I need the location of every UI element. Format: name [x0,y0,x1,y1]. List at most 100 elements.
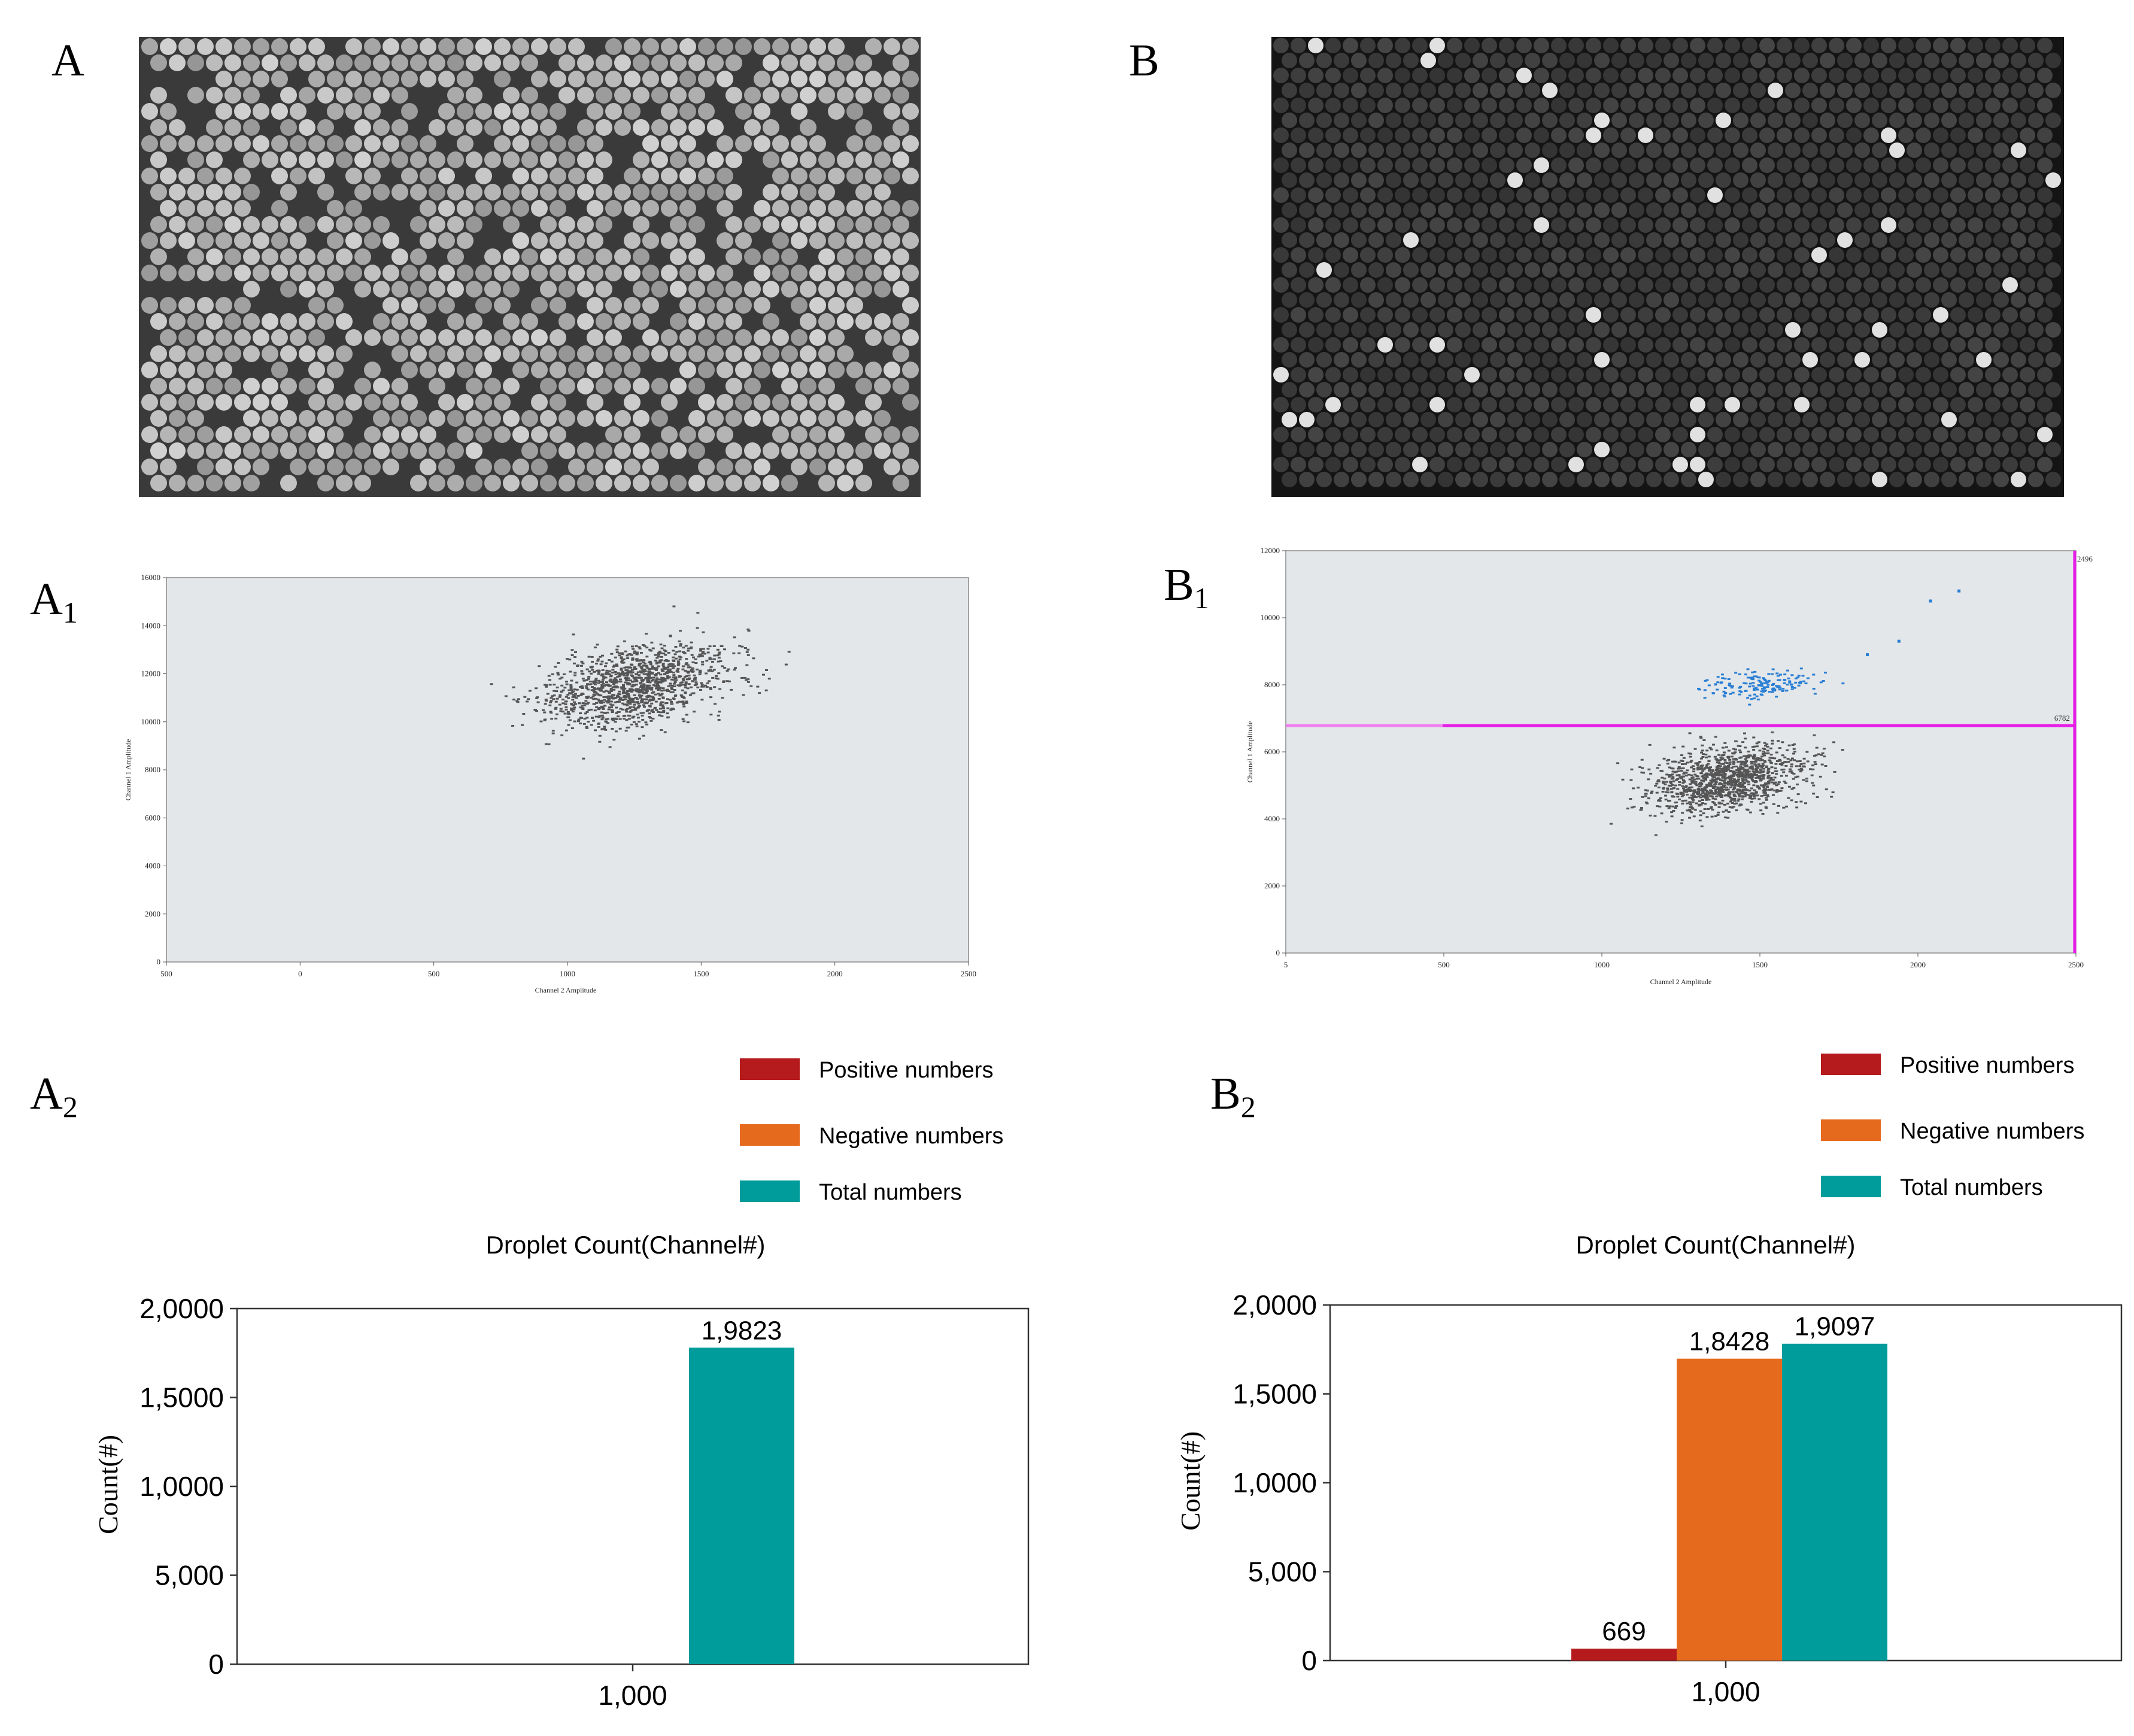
scatter-point [635,725,639,727]
droplet [1525,322,1540,338]
scatter-point [615,706,618,709]
scatter-point [1777,781,1781,784]
scatter-point [1770,673,1774,675]
droplet [754,329,770,346]
droplet [791,103,808,120]
scatter-point [612,688,616,691]
droplet [1525,352,1540,368]
droplet [1672,277,1688,293]
droplet [642,329,659,346]
droplet [1447,427,1462,442]
scatter-point [655,685,659,688]
droplet [1377,307,1393,323]
droplet [224,248,241,265]
scatter-point [1728,682,1732,685]
scatter-point [1638,766,1642,769]
scatter-point [668,670,672,672]
scatter-point [1689,755,1692,758]
droplet [187,345,204,362]
scatter-point [743,676,747,679]
droplet [614,119,631,136]
scatter-point [1737,775,1740,777]
droplet [391,151,408,168]
droplet [317,216,334,233]
droplet [512,232,529,249]
scatter-point [740,645,744,648]
droplet [1811,217,1827,233]
droplet [503,378,520,394]
scatter-point [1738,693,1741,696]
scatter-point [675,651,679,653]
droplet [1395,427,1410,442]
scatter-point [1754,773,1758,776]
droplet [1455,83,1471,98]
droplet [1577,53,1592,68]
scatter-point [1685,793,1689,796]
scatter-point [681,678,685,680]
droplet [234,459,251,475]
scatter-point [684,669,687,672]
positive-droplet [1568,457,1584,472]
droplet [1959,412,1974,427]
droplet [698,297,715,314]
droplet [1707,397,1723,412]
scatter-point [684,692,687,694]
scatter-point [544,703,547,705]
scatter-point [1739,781,1743,784]
scatter-point [596,644,599,646]
scatter-point [1705,796,1709,799]
droplet [1698,322,1714,338]
scatter-point [626,657,630,660]
scatter-point [676,670,680,673]
scatter-point [1695,778,1699,780]
droplet [1733,232,1749,248]
scatter-point [588,670,591,673]
scatter-point [636,698,639,700]
scatter-point [556,672,560,674]
droplet [735,232,752,249]
scatter-point [639,659,643,661]
droplet [596,87,612,104]
droplet [253,103,269,120]
droplet [1811,337,1827,353]
droplet [1854,53,1870,68]
scatter-point [712,669,716,671]
droplet [503,345,520,362]
scatter-point [598,740,602,743]
scatter-point [648,677,651,679]
droplet [401,362,418,378]
scatter-point [762,673,766,676]
droplet [1646,83,1662,98]
scatter-point [573,695,576,697]
scatter-point [1713,785,1717,788]
scatter-point [1777,679,1780,681]
droplet [633,87,649,104]
scatter-point [1751,768,1755,770]
droplet [1559,322,1575,338]
droplet [253,232,269,249]
droplet [1360,128,1376,143]
scatter-point [588,681,592,683]
y-tick-label: 8000 [145,765,160,774]
droplet [818,87,835,104]
scatter-point [1771,742,1774,745]
scatter-point [717,714,720,717]
scatter-point [1727,795,1731,797]
droplet [494,38,511,55]
droplet [262,378,278,394]
scatter-point [1661,770,1664,772]
droplet [466,281,482,298]
scatter-point [698,653,702,655]
droplet [1499,457,1514,472]
droplet [605,38,622,55]
droplet [2037,157,2053,173]
scatter-point [612,719,615,721]
scatter-point [1729,770,1733,772]
droplet [1750,382,1766,397]
droplet [1395,457,1410,472]
droplet [633,442,649,459]
scatter-point [1672,787,1675,789]
droplet [642,135,659,152]
scatter-point [676,664,680,666]
scatter-point [542,709,545,711]
